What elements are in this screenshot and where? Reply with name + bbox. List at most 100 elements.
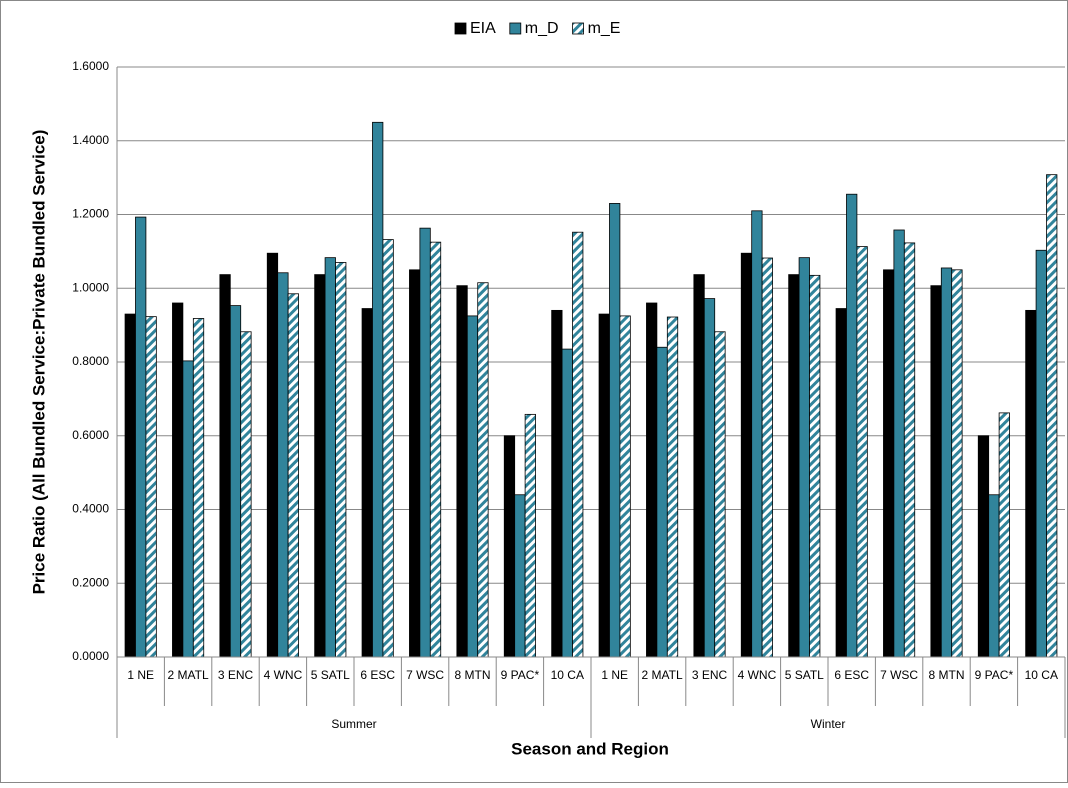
x-tick-label: 6 ESC	[360, 668, 395, 682]
legend-swatch	[572, 22, 584, 35]
bar	[951, 269, 963, 658]
bar	[809, 274, 821, 658]
y-tick-label: 0.4000	[72, 502, 109, 516]
y-tick-label: 1.6000	[72, 59, 109, 73]
bar	[429, 241, 442, 658]
bar	[693, 274, 705, 658]
bar	[551, 309, 563, 658]
bar	[846, 193, 858, 658]
x-axis-title: Season and Region	[511, 739, 669, 758]
bar	[287, 293, 299, 658]
bar	[883, 269, 895, 658]
bar	[314, 274, 326, 658]
x-tick-label: 7 WSC	[406, 668, 444, 682]
bar	[266, 252, 279, 658]
x-tick-label: 2 MATL	[168, 668, 209, 682]
y-tick-label: 1.4000	[72, 133, 109, 147]
bar	[856, 246, 868, 658]
bar	[561, 348, 573, 658]
bar	[409, 269, 421, 658]
bar	[646, 302, 658, 658]
bar	[192, 318, 205, 658]
bar	[977, 435, 990, 658]
bar	[124, 313, 136, 658]
y-tick-label: 0.0000	[72, 649, 109, 663]
bar	[619, 315, 631, 658]
bar	[172, 302, 184, 658]
bar	[145, 316, 157, 658]
bar	[335, 262, 347, 658]
bar	[477, 282, 489, 658]
x-tick-label: 8 MTN	[455, 668, 491, 682]
bar	[930, 285, 942, 658]
bar	[598, 313, 610, 658]
y-tick-label: 0.2000	[72, 575, 109, 589]
x-tick-label: 10 CA	[1025, 668, 1058, 682]
group-label: Winter	[811, 717, 846, 731]
x-tick-label: 4 WNC	[264, 668, 303, 682]
x-tick-label: 3 ENC	[692, 668, 728, 682]
bar	[761, 257, 773, 658]
bar	[219, 274, 231, 658]
group-label: Summer	[331, 717, 376, 731]
bar	[1025, 309, 1037, 658]
bar	[419, 227, 431, 658]
bar	[572, 231, 584, 658]
bar	[277, 272, 289, 658]
x-tick-label: 3 ENC	[218, 668, 254, 682]
x-tick-label: 1 NE	[127, 668, 154, 682]
legend-swatch	[454, 22, 467, 35]
bar	[988, 494, 1000, 658]
bar	[656, 346, 668, 658]
x-tick-label: 2 MATL	[642, 668, 683, 682]
bar	[382, 239, 394, 658]
x-tick-label: 4 WNC	[738, 668, 777, 682]
bar	[835, 308, 847, 658]
bar	[788, 274, 800, 658]
x-tick-label: 9 PAC*	[975, 668, 1014, 682]
bar	[514, 494, 526, 658]
x-tick-label: 9 PAC*	[501, 668, 540, 682]
bar	[372, 121, 384, 658]
legend-label: m_E	[588, 20, 621, 37]
bar	[893, 229, 905, 658]
y-axis-title: Price Ratio (All Bundled Service:Private…	[29, 130, 48, 595]
x-tick-label: 8 MTN	[929, 668, 965, 682]
bar	[182, 360, 194, 658]
x-tick-label: 7 WSC	[880, 668, 918, 682]
x-tick-label: 5 SATL	[785, 668, 824, 682]
bar	[666, 316, 679, 658]
x-tick-label: 10 CA	[551, 668, 584, 682]
bar	[1046, 174, 1058, 658]
bar	[229, 305, 242, 658]
y-tick-label: 1.0000	[72, 280, 109, 294]
y-tick-label: 1.2000	[72, 207, 109, 221]
bar	[503, 435, 516, 658]
bar	[714, 331, 726, 658]
legend-label: EIA	[470, 20, 496, 37]
y-tick-label: 0.8000	[72, 354, 109, 368]
x-tick-label: 5 SATL	[311, 668, 350, 682]
bar	[524, 413, 536, 658]
bar	[135, 216, 147, 658]
bar	[751, 210, 763, 658]
bar	[324, 257, 336, 658]
bar	[456, 285, 468, 658]
bar	[998, 412, 1010, 658]
x-tick-label: 6 ESC	[834, 668, 869, 682]
bar	[1035, 249, 1047, 658]
x-tick-label: 1 NE	[601, 668, 628, 682]
bar	[703, 298, 716, 658]
legend-label: m_D	[525, 20, 559, 37]
legend-swatch	[509, 22, 522, 35]
bar	[903, 242, 916, 658]
bar	[740, 252, 753, 658]
y-tick-label: 0.6000	[72, 428, 109, 442]
bar	[466, 315, 479, 658]
bar	[609, 203, 621, 658]
bar	[940, 267, 953, 658]
bar	[798, 257, 810, 658]
bar	[361, 308, 373, 658]
bar	[240, 331, 252, 658]
